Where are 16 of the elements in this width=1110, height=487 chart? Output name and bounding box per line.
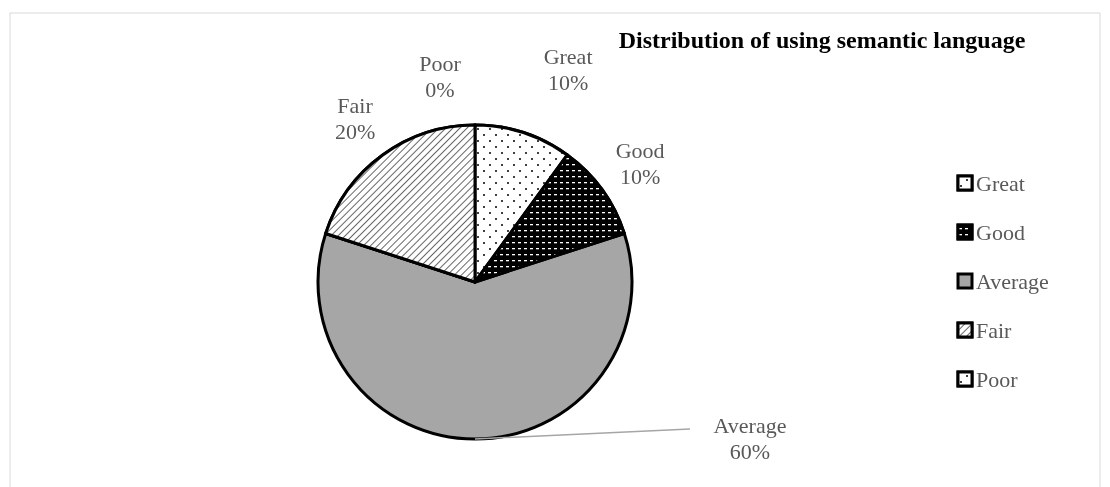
data-label: 20% xyxy=(334,118,376,144)
legend-label: Good xyxy=(976,220,1025,245)
legend-label: Poor xyxy=(976,367,1019,392)
slice-label: Good xyxy=(615,138,665,164)
slice-label: Great xyxy=(543,43,593,69)
text: 0% xyxy=(425,77,455,102)
slice-label: Fair xyxy=(337,92,374,118)
legend-label: Average xyxy=(976,269,1049,294)
chart-title: Distribution of using semantic language xyxy=(618,27,1026,53)
data-label: 10% xyxy=(547,69,589,95)
slice-label: Average xyxy=(713,413,787,438)
legend-label: Great xyxy=(976,171,1025,196)
legend-label: Fair xyxy=(976,318,1013,343)
data-label: 10% xyxy=(619,164,661,190)
category-label: Poor xyxy=(419,51,461,76)
data-label: 60% xyxy=(729,439,771,464)
